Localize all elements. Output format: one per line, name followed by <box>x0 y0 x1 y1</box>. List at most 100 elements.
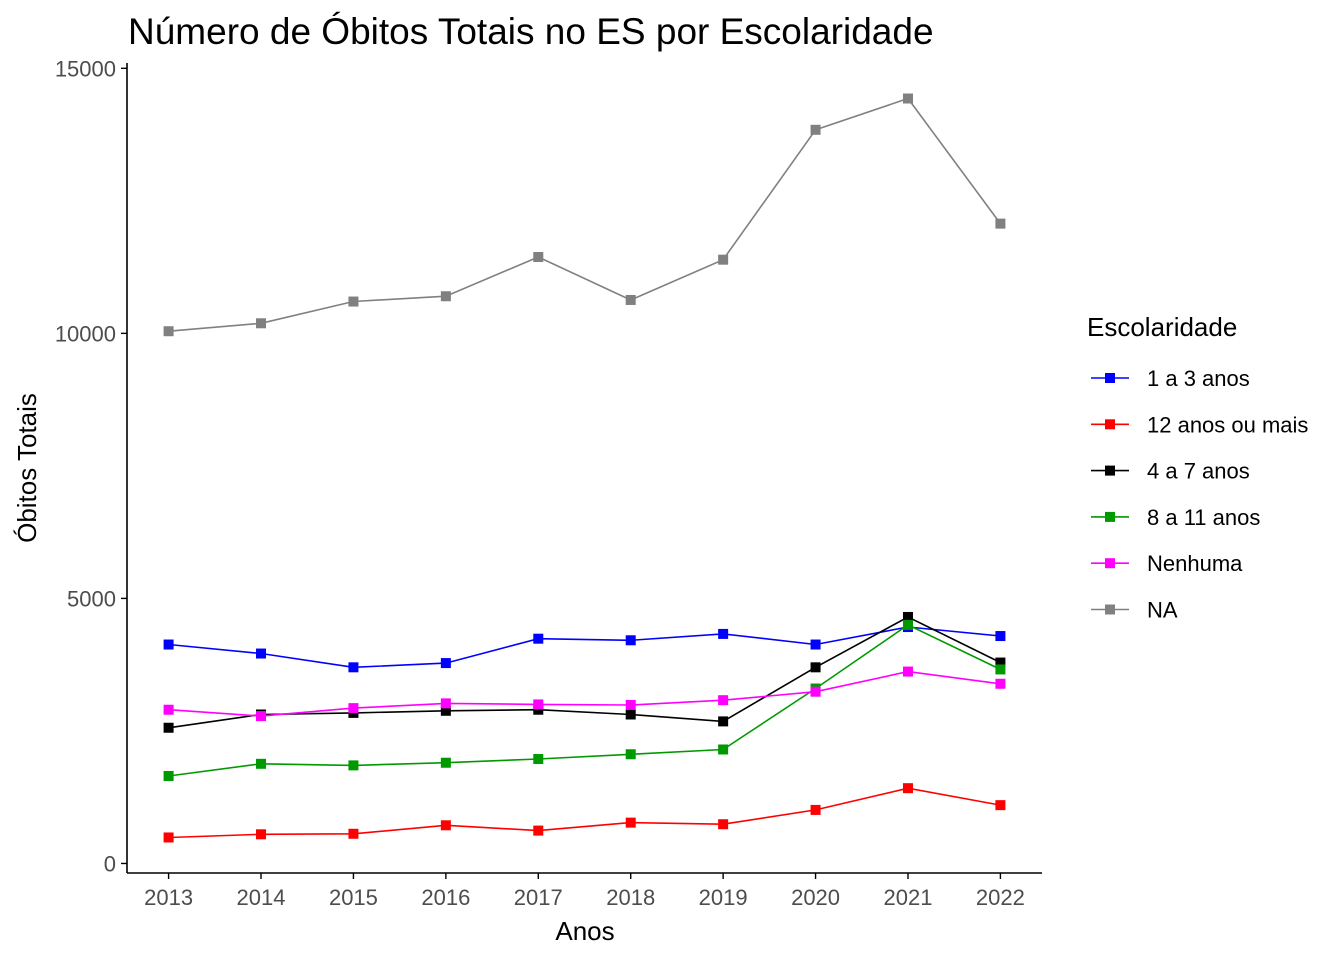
legend-item-8-a-11-anos: 8 a 11 anos <box>1091 505 1260 530</box>
data-point <box>995 664 1006 675</box>
legend-key-marker <box>1105 373 1115 383</box>
data-point <box>810 686 821 697</box>
legend-label: 8 a 11 anos <box>1147 505 1260 530</box>
y-ticks: 0 5000 10000 15000 <box>55 56 127 876</box>
legend-item-4-a-7-anos: 4 a 7 anos <box>1091 459 1250 484</box>
data-point <box>440 705 451 716</box>
data-point <box>163 722 174 733</box>
data-point <box>533 699 544 710</box>
data-point <box>440 291 451 302</box>
series-line <box>168 97 1002 332</box>
data-point <box>163 326 174 337</box>
series-line <box>168 670 1001 717</box>
data-point <box>440 658 451 669</box>
legend-items: 1 a 3 anos 12 anos ou mais 4 a 7 anos 8 a 1… <box>1091 366 1308 623</box>
chart-title: Número de Óbitos Totais no ES por Escola… <box>128 11 934 52</box>
data-point <box>902 93 913 104</box>
data-point <box>348 760 359 771</box>
data-point <box>256 711 267 722</box>
data-point <box>995 631 1006 642</box>
legend-title: Escolaridade <box>1087 312 1237 342</box>
data-point <box>625 817 636 828</box>
y-axis-title: Óbitos Totais <box>12 393 42 543</box>
data-point <box>348 662 359 673</box>
legend-label: 4 a 7 anos <box>1147 459 1250 484</box>
data-point <box>625 699 636 710</box>
data-point <box>718 628 729 639</box>
x-tick-label: 2014 <box>237 885 286 910</box>
data-point <box>533 704 544 715</box>
data-point <box>533 633 544 644</box>
data-point <box>256 829 267 840</box>
data-point <box>902 783 913 794</box>
y-tick-label: 10000 <box>55 321 116 346</box>
legend-key-marker <box>1105 558 1115 569</box>
series-na <box>163 93 1006 337</box>
data-point <box>810 639 821 650</box>
data-point <box>718 695 729 706</box>
data-point <box>995 657 1006 668</box>
data-point <box>902 619 913 630</box>
x-tick-label: 2013 <box>144 885 193 910</box>
y-tick-label: 0 <box>104 851 116 876</box>
data-point <box>348 703 359 714</box>
data-point <box>163 639 174 650</box>
data-point <box>256 758 267 769</box>
y-tick-label: 5000 <box>67 586 116 611</box>
data-point <box>163 704 174 715</box>
legend-key-marker <box>1105 465 1115 476</box>
series-line <box>168 616 1001 729</box>
y-tick-label: 15000 <box>55 56 116 81</box>
x-tick-label: 2018 <box>606 885 655 910</box>
data-point <box>533 252 544 263</box>
data-point <box>440 757 451 768</box>
data-point <box>810 662 821 673</box>
data-point <box>995 218 1006 229</box>
series-8-a-11-anos <box>163 619 1006 781</box>
legend-label: NA <box>1147 598 1178 623</box>
x-axis-title: Anos <box>555 916 614 946</box>
data-point <box>533 754 544 765</box>
plot-series <box>163 93 1006 843</box>
legend-item-1-a-3-anos: 1 a 3 anos <box>1091 366 1250 391</box>
data-point <box>163 832 174 843</box>
x-tick-label: 2022 <box>976 885 1025 910</box>
x-tick-label: 2016 <box>421 885 470 910</box>
data-point <box>810 804 821 815</box>
data-point <box>625 294 636 305</box>
data-point <box>348 296 359 307</box>
data-point <box>995 800 1006 811</box>
legend-key-marker <box>1105 604 1115 615</box>
data-point <box>625 749 636 760</box>
series-line <box>168 787 1001 839</box>
data-point <box>256 318 267 329</box>
x-tick-label: 2020 <box>791 885 840 910</box>
x-tick-label: 2019 <box>699 885 748 910</box>
data-point <box>440 820 451 831</box>
data-point <box>902 666 913 677</box>
series-line <box>168 626 1001 669</box>
legend-item-nenhuma: Nenhuma <box>1091 551 1243 576</box>
legend-label: 12 anos ou mais <box>1147 412 1308 437</box>
axes <box>126 63 1042 874</box>
data-point <box>718 254 729 265</box>
data-point <box>163 770 174 781</box>
x-tick-label: 2015 <box>329 885 378 910</box>
legend-label: 1 a 3 anos <box>1147 366 1250 391</box>
series-4-a-7-anos <box>163 611 1006 733</box>
data-point <box>625 709 636 720</box>
series-line <box>168 623 1001 777</box>
x-tick-label: 2017 <box>514 885 563 910</box>
x-ticks: 2013 2014 2015 2016 2017 2018 2019 2020 2021 2022 <box>144 873 1025 910</box>
data-point <box>902 611 913 622</box>
data-point <box>810 124 821 135</box>
legend: Escolaridade 1 a 3 anos 12 anos ou mais 4 … <box>1087 312 1308 623</box>
x-tick-label: 2021 <box>884 885 933 910</box>
series-12-anos-ou-mais <box>163 783 1006 843</box>
data-point <box>625 635 636 646</box>
data-point <box>533 825 544 836</box>
legend-key-marker <box>1105 419 1115 430</box>
data-point <box>995 678 1006 689</box>
data-point <box>440 698 451 709</box>
